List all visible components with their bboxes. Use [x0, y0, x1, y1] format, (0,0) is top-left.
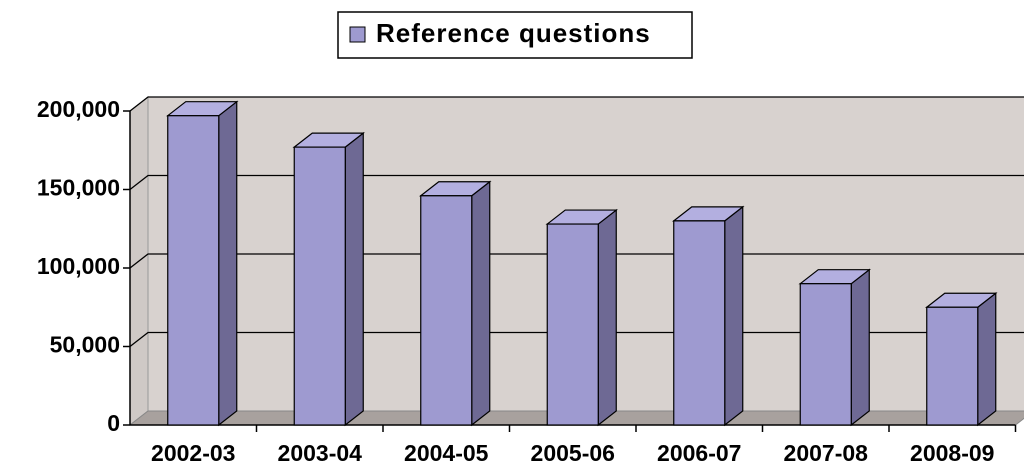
- x-tick-label: 2007-08: [784, 440, 869, 466]
- x-tick-label: 2006-07: [657, 440, 741, 466]
- bar-side: [471, 180, 491, 427]
- legend-swatch: [349, 26, 366, 43]
- bar-front: [420, 195, 473, 426]
- bar-front: [546, 223, 599, 426]
- y-tick-label: 0: [107, 410, 120, 436]
- bar-side: [724, 205, 744, 427]
- grid-line: [129, 174, 1024, 191]
- grid-line: [129, 96, 1024, 112]
- bar: [925, 292, 998, 427]
- x-tick-label: 2008-09: [910, 440, 994, 466]
- x-tick-label: 2002-03: [151, 440, 235, 466]
- bar-front: [926, 306, 979, 426]
- y-tick-label: 50,000: [50, 332, 120, 358]
- bar: [292, 131, 365, 427]
- x-tick-label: 2005-06: [531, 440, 615, 466]
- bar: [419, 180, 492, 427]
- legend-box: [337, 11, 693, 59]
- bar: [672, 205, 745, 427]
- bar-front: [293, 146, 346, 426]
- y-tick-label: 150,000: [37, 175, 120, 201]
- y-tick-label: 200,000: [37, 96, 120, 122]
- bar: [798, 268, 871, 427]
- bar-side: [977, 292, 997, 427]
- x-tick-label: 2003-04: [278, 440, 363, 466]
- bar-front: [673, 220, 726, 426]
- bar: [545, 208, 618, 427]
- bar-side: [850, 268, 870, 427]
- x-tick-label: 2004-05: [404, 440, 489, 466]
- bar: [166, 100, 239, 427]
- bar-side: [344, 131, 364, 427]
- y-tick-label: 100,000: [37, 253, 120, 279]
- bar-side: [218, 100, 238, 427]
- legend-label: Reference questions: [376, 18, 651, 48]
- bar-side: [597, 208, 617, 427]
- bar-front: [799, 283, 852, 426]
- bar-front: [167, 115, 220, 426]
